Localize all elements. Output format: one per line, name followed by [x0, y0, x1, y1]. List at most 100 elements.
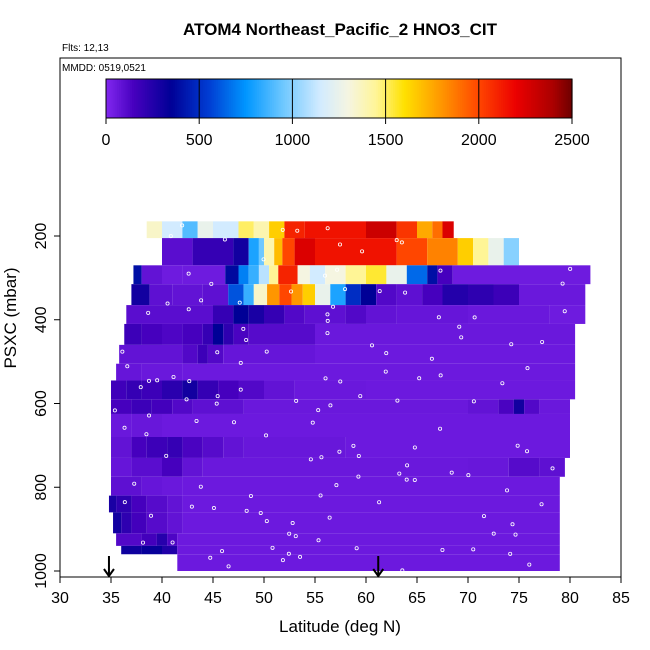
x-tick-label: 70 [459, 590, 477, 607]
sample-point [343, 287, 348, 292]
heatmap-cell [284, 221, 305, 239]
colorbar-segment [212, 79, 215, 118]
colorbar-segment [174, 79, 178, 118]
heatmap-cell [202, 284, 229, 306]
colorbar-segment [437, 79, 441, 118]
colorbar-segment [568, 79, 571, 118]
sample-point [568, 266, 573, 271]
colorbar-segment [368, 79, 372, 118]
colorbar-segment [419, 79, 422, 118]
heatmap-cell [162, 476, 183, 496]
sample-point [215, 350, 220, 355]
heatmap-cell [192, 238, 234, 266]
colorbar-segment [268, 79, 271, 118]
heatmap-cell [427, 265, 438, 285]
heatmap-cell [116, 495, 132, 513]
colorbar-segment [178, 79, 182, 118]
sample-point [457, 324, 462, 329]
colorbar-segment [491, 79, 495, 118]
colorbar-segment [381, 79, 385, 118]
sample-point [562, 309, 567, 314]
heatmap-cell [468, 305, 550, 324]
sample-point [508, 551, 513, 556]
heatmap-cell [111, 457, 132, 477]
sample-point [264, 433, 269, 438]
colorbar-segment [430, 79, 433, 118]
colorbar-segment [301, 79, 305, 118]
heatmap-cell [267, 284, 280, 306]
heatmap-cell [182, 344, 198, 364]
heatmap-cell [172, 399, 193, 414]
colorbar-segment [238, 79, 241, 118]
y-tick-label: 200 [33, 223, 50, 250]
sample-point [491, 531, 496, 536]
heatmap-cell [294, 380, 366, 400]
heatmap-cell [304, 305, 346, 324]
heatmap-cell [146, 221, 162, 239]
colorbar-tick-label: 1500 [368, 132, 404, 149]
colorbar-segment [236, 79, 239, 118]
sample-point [258, 510, 263, 515]
heatmap-cell [141, 363, 183, 381]
colorbar-segment [297, 79, 301, 118]
heatmap-cell [498, 399, 514, 414]
colorbar-segment [113, 79, 116, 118]
sample-point [323, 376, 328, 381]
heatmap-cell [468, 380, 576, 400]
down-arrow-marker [372, 556, 385, 578]
heatmap-cell [182, 323, 203, 345]
sample-point [525, 449, 530, 454]
colorbar-segment [284, 79, 288, 118]
colorbar-segment [318, 79, 321, 118]
colorbar-segment [406, 79, 409, 118]
heatmap-cell [233, 305, 249, 324]
colorbar-segment [393, 79, 396, 118]
colorbar-segment [115, 79, 118, 118]
colorbar-segment [329, 79, 333, 118]
colorbar-segment [316, 79, 320, 118]
sample-point [459, 335, 464, 340]
colorbar-segment [296, 79, 299, 118]
heatmap-cell [111, 380, 127, 400]
heatmap-cell [345, 265, 366, 285]
sample-point [155, 378, 160, 383]
colorbar-segment [148, 79, 152, 118]
sample-point [294, 398, 299, 403]
colorbar-segment [557, 79, 560, 118]
heatmap-cell [202, 323, 213, 345]
colorbar-segment [448, 79, 452, 118]
heatmap-cell [213, 323, 224, 345]
x-tick-label: 30 [51, 590, 69, 607]
sample-point [180, 223, 185, 228]
colorbar-segment [484, 79, 487, 118]
colorbar-segment [193, 79, 197, 118]
heatmap-cell [167, 512, 183, 534]
heatmap-cell [360, 284, 377, 306]
sample-point [354, 546, 359, 551]
x-tick-label: 75 [510, 590, 528, 607]
heatmap-cell [238, 265, 249, 285]
sample-point [261, 257, 266, 262]
heatmap-cell [315, 238, 397, 266]
sample-point [471, 399, 476, 404]
colorbar-segment [476, 79, 480, 118]
sample-point [244, 337, 249, 342]
colorbar-segment [527, 79, 530, 118]
colorbar-segment [463, 79, 467, 118]
colorbar-segment [439, 79, 443, 118]
colorbar-segment [324, 79, 327, 118]
colorbar-segment [443, 79, 446, 118]
heatmap-cell [182, 363, 576, 381]
colorbar-segment [266, 79, 269, 118]
heatmap-cell [269, 265, 279, 285]
colorbar-segment [551, 79, 554, 118]
sample-point [400, 568, 405, 573]
heatmap-cell [146, 495, 168, 513]
sample-point [184, 397, 189, 402]
colorbar-segment [283, 79, 286, 118]
sample-point [394, 238, 399, 243]
sample-point [237, 300, 242, 305]
heatmap-cell [113, 512, 122, 534]
heatmap-cell [549, 305, 586, 324]
heatmap-cell [508, 457, 540, 477]
